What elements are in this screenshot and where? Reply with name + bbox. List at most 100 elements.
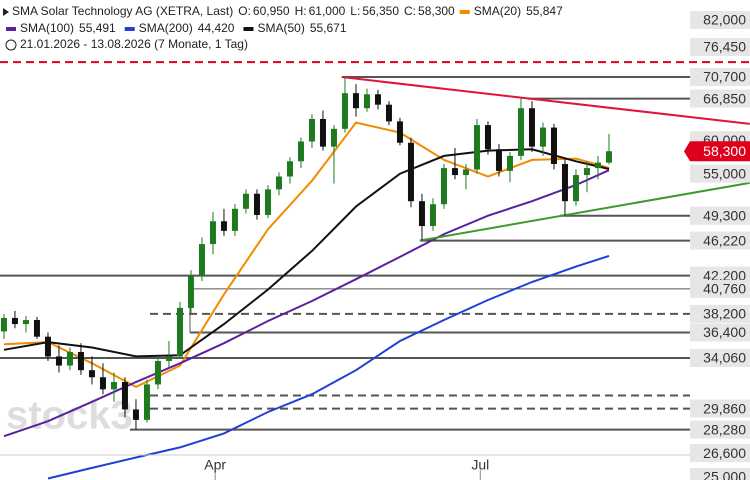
candle-body [341,93,348,129]
candle-body [44,336,51,357]
candle-body [242,193,249,209]
x-tick-label: Jul [471,457,489,473]
legend-text: 56,350 [362,4,399,18]
candle-body [583,168,590,176]
y-tick-label: 36,400 [703,324,746,340]
legend-text: SMA(20) [474,4,521,18]
legend-text: C: [404,4,416,18]
y-tick-box [690,323,750,342]
candle-body [561,163,568,202]
candle-body [363,94,370,109]
y-tick-label: 28,280 [703,421,746,437]
period-icon [5,39,17,51]
y-tick-box [690,68,750,87]
y-tick-box [690,468,750,480]
y-tick-label: 38,200 [703,306,746,322]
candle-body [176,307,183,357]
y-tick-box [690,304,750,323]
candle-body [517,108,524,156]
ma-line [3,121,610,389]
y-tick-box [690,420,750,439]
legend-swatch [124,27,135,31]
candle-body [407,142,414,202]
candle-body [308,118,315,142]
legend-text: 21.01.2026 - 13.08.2026 (7 Monate, 1 Tag… [20,37,248,51]
legend-text: 60,950 [253,4,290,18]
candle-body [55,356,62,366]
candle-body [110,382,117,390]
candle-body [154,360,161,385]
candle-body [506,155,513,171]
y-tick-label: 49,300 [703,207,746,223]
candle-body [451,168,458,176]
last-price-tag [684,141,750,162]
y-tick-box [690,11,750,29]
candle-body [330,128,337,147]
candle-body [121,382,128,410]
candle-body [374,94,381,105]
x-tick-label: Apr [204,457,226,473]
legend-swatch [243,27,254,31]
legend-text: 58,300 [418,4,455,18]
candle-body [572,175,579,202]
candle-body [33,319,40,337]
y-tick-label: 42,200 [703,267,746,283]
trendline [419,181,750,242]
candle-body [473,125,480,170]
candle-body [132,409,139,420]
legend-text: 55,491 [79,21,116,35]
y-tick-label: 70,700 [703,69,746,85]
candle-body [231,208,238,231]
y-tick-box [690,37,750,56]
watermark: stock3 [6,394,133,438]
candle-body [440,168,447,205]
legend-text: 61,000 [309,4,346,18]
candle-body [253,193,260,215]
ma-line [3,169,610,438]
candle-body [209,221,216,245]
y-tick-label: 55,000 [703,165,746,181]
legend-text: 44,420 [198,21,235,35]
candle-body [11,317,18,325]
y-tick-box [690,399,750,418]
legend-text: H: [295,4,307,18]
y-tick-label: 82,000 [703,12,746,28]
y-tick-label: 25,000 [703,469,746,480]
legend-text: SMA(50) [257,21,304,35]
y-tick-box [690,231,750,250]
candle-body [484,125,491,150]
candle-body [352,93,359,109]
candle-body [77,351,84,371]
trendline [341,76,750,125]
legend-text: O: [238,4,251,18]
y-tick-box [690,349,750,368]
candle-body [605,151,612,163]
candle-body [539,127,546,147]
legend-text: 55,671 [310,21,347,35]
legend-text: SMA Solar Technology AG (XETRA, Last) [12,4,233,18]
legend-text: SMA(100) [20,21,74,35]
candle-body [66,351,73,366]
y-tick-label: 29,860 [703,400,746,416]
last-price-label: 58,300 [703,143,746,159]
candle-body [319,118,326,147]
candle-body [528,108,535,147]
y-tick-label: 76,450 [703,39,746,55]
candle-body [429,204,436,227]
legend-swatch [459,10,470,14]
candle-body [22,319,29,325]
candle-body [550,127,557,164]
y-tick-label: 26,600 [703,445,746,461]
candle-body [495,149,502,171]
ma-line [47,254,610,480]
candle-body [0,317,7,332]
legend-swatch [6,27,16,31]
candle-body [220,221,227,231]
candle-body [462,169,469,176]
y-tick-label: 34,060 [703,350,746,366]
legend-bg [0,0,600,54]
y-tick-box [690,164,750,183]
ma-line [3,148,610,358]
y-tick-label: 66,850 [703,90,746,106]
